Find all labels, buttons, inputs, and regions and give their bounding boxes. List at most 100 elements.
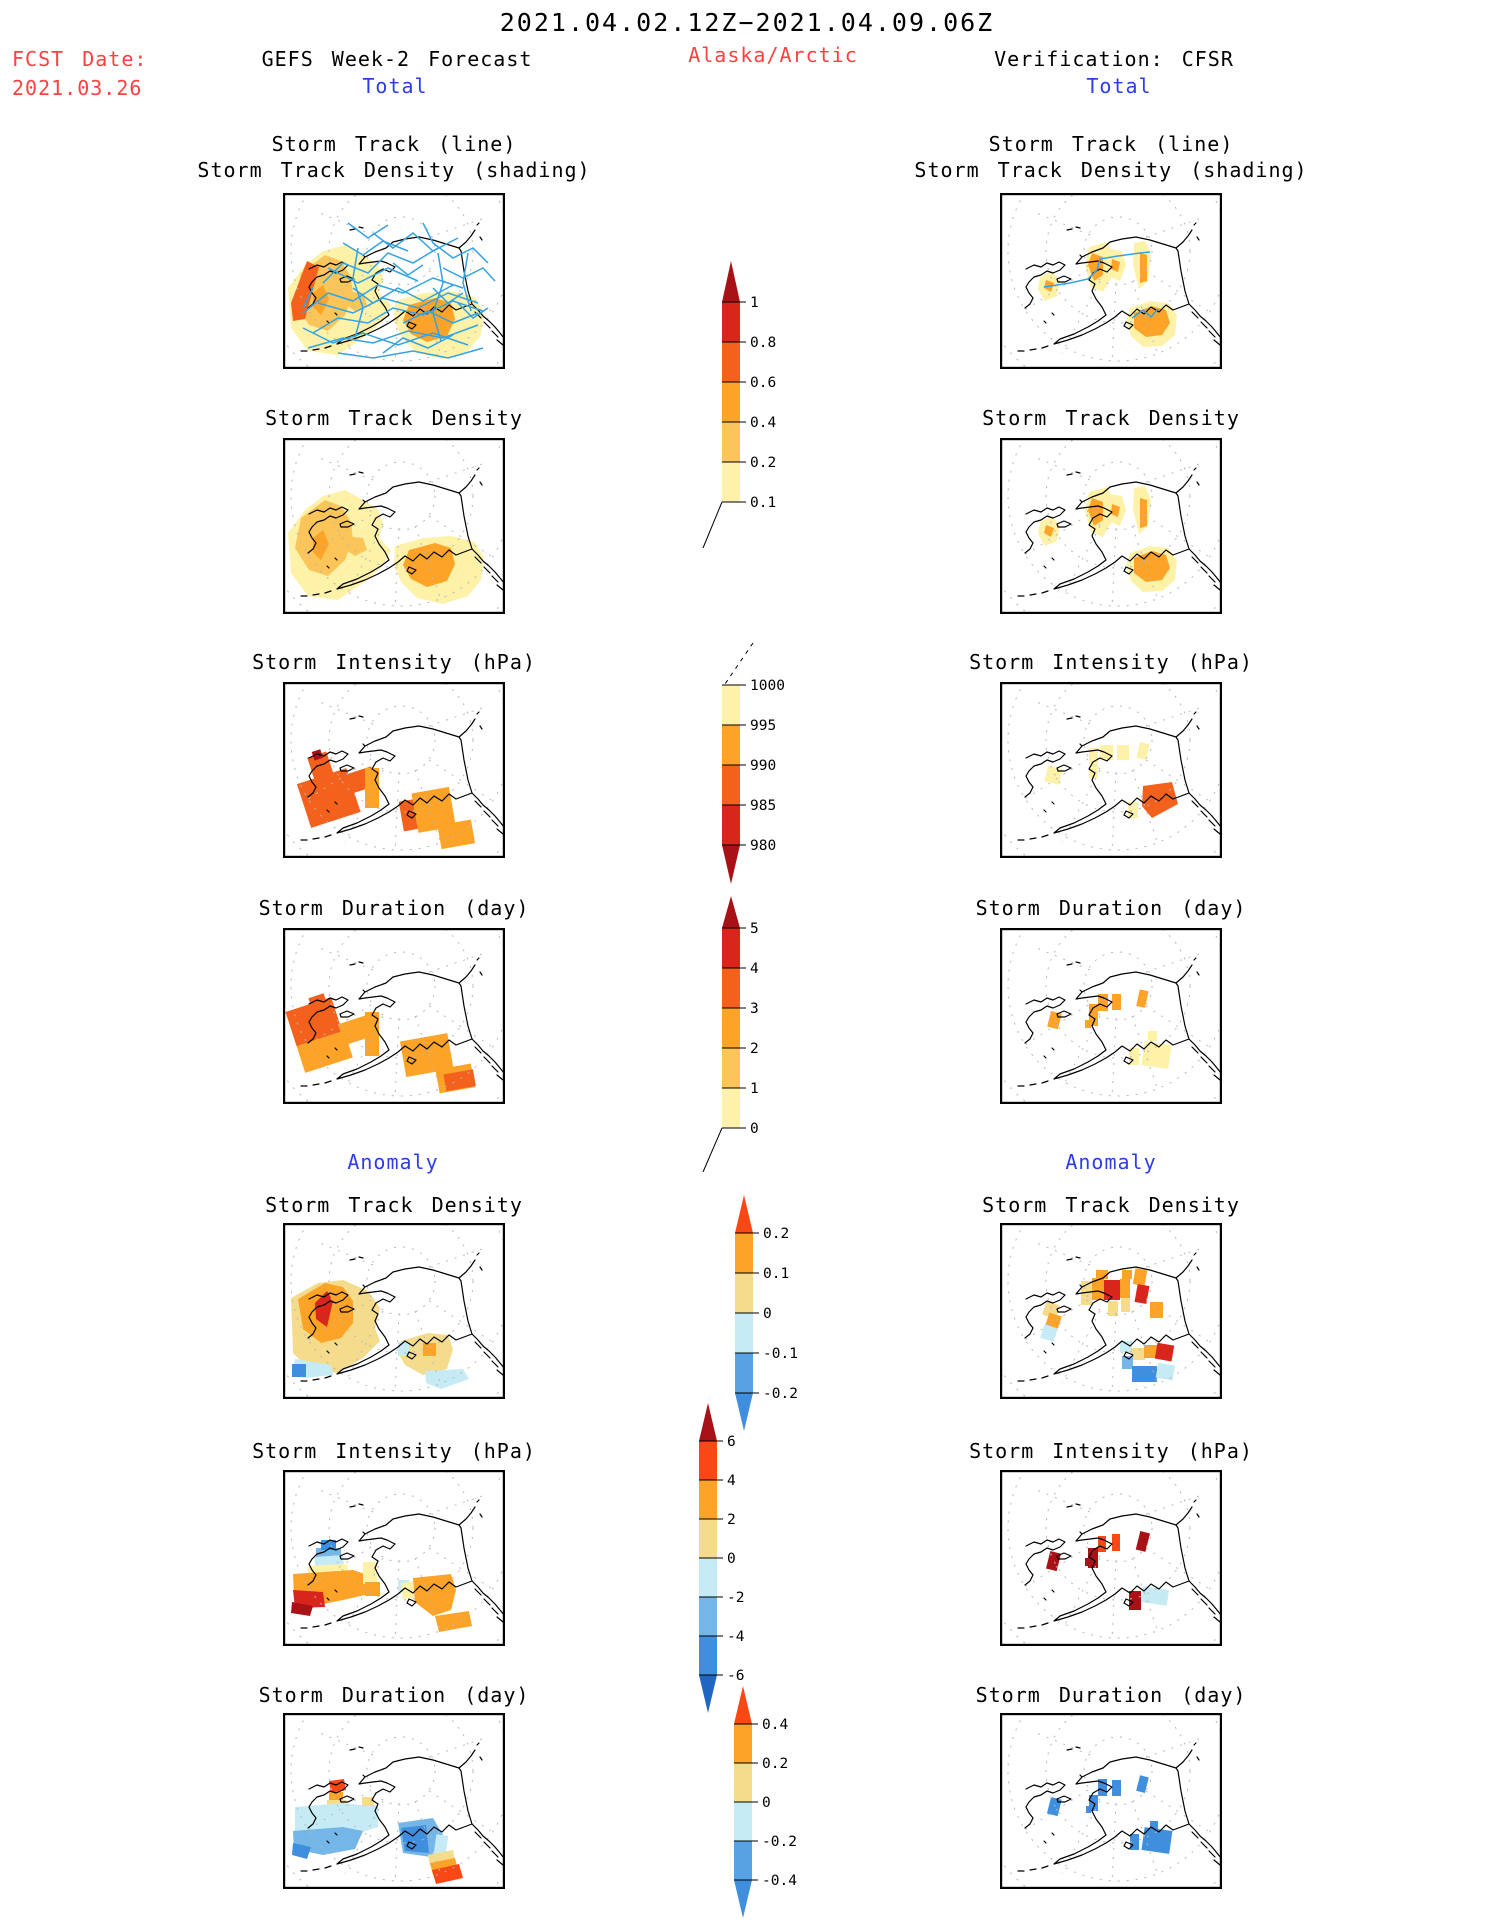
colorbar-segment	[722, 928, 740, 968]
svg-text:4: 4	[727, 1473, 736, 1489]
svg-text:-0.2: -0.2	[763, 1386, 798, 1402]
svg-text:0.2: 0.2	[750, 455, 776, 471]
colorbar-segment	[699, 1597, 717, 1636]
colorbar-segment	[722, 1088, 740, 1128]
colorbar-segment	[722, 685, 740, 725]
svg-text:0.6: 0.6	[750, 375, 776, 391]
svg-text:0: 0	[762, 1795, 771, 1811]
colorbar-top-arrow	[735, 1195, 753, 1233]
colorbar-segment	[734, 1841, 752, 1880]
fcst-anom-duration-map	[283, 1713, 505, 1889]
verif-intensity-map	[1000, 682, 1222, 858]
svg-text:1: 1	[750, 1081, 759, 1097]
fcst-track-map	[283, 193, 505, 369]
svg-text:990: 990	[750, 758, 776, 774]
svg-text:-0.4: -0.4	[762, 1873, 797, 1889]
colorbar-segment	[734, 1724, 752, 1763]
colorbar-ticks: 0.2 0.1 0 -0.1 -0.2	[763, 1226, 798, 1402]
verif-anom-intensity-map	[1000, 1470, 1222, 1646]
fcst-duration-map	[283, 928, 505, 1104]
panel-title-line1: Storm Track (line)	[271, 132, 517, 156]
colorbar-segment	[735, 1353, 753, 1393]
svg-text:995: 995	[750, 718, 776, 734]
svg-text:0.2: 0.2	[763, 1226, 789, 1242]
svg-text:0.2: 0.2	[762, 1756, 788, 1772]
svg-text:-0.1: -0.1	[763, 1346, 798, 1362]
colorbar-segment	[722, 462, 740, 502]
colorbar-segment	[735, 1273, 753, 1313]
colorbar-bottom-arrow	[722, 845, 740, 884]
fcst-intensity-map	[283, 682, 505, 858]
panel-title-line2: Storm Track Density (shading)	[197, 158, 591, 182]
svg-text:0: 0	[727, 1551, 736, 1567]
svg-text:0: 0	[750, 1121, 759, 1137]
svg-text:-0.2: -0.2	[762, 1834, 797, 1850]
panel-title: Storm Track Density	[265, 1193, 523, 1217]
colorbar-segment	[734, 1802, 752, 1841]
verif-anom-duration-map	[1000, 1713, 1222, 1889]
colorbar-segment	[699, 1519, 717, 1558]
panel-title: Storm Track (line) Storm Track Density (…	[197, 131, 590, 183]
svg-text:-2: -2	[727, 1590, 744, 1606]
colorbar-bottom-arrow	[734, 1880, 752, 1918]
colorbar-ticks: 1000 995 990 985 980	[750, 678, 785, 854]
svg-text:2: 2	[750, 1041, 759, 1057]
forecast-column-title: GEFS Week-2 Forecast	[261, 47, 533, 71]
svg-text:0.8: 0.8	[750, 335, 776, 351]
colorbar-segment	[699, 1441, 717, 1480]
panel-title-line1: Storm Track (line)	[988, 132, 1234, 156]
svg-text:-4: -4	[727, 1629, 745, 1645]
colorbar-segment	[722, 1048, 740, 1088]
svg-text:0.1: 0.1	[763, 1266, 789, 1282]
panel-title: Storm Track Density	[265, 406, 523, 430]
verif-track-map	[1000, 193, 1222, 369]
svg-text:2: 2	[727, 1512, 736, 1528]
colorbar-storm-duration: 5 4 3 2 1 0	[702, 896, 759, 1173]
verif-anom-track-density-map	[1000, 1223, 1222, 1399]
region-label: Alaska/Arctic	[688, 43, 858, 67]
colorbar-segment	[734, 1763, 752, 1802]
colorbar-segment	[722, 382, 740, 422]
colorbar-ticks: 1 0.8 0.6 0.4 0.2 0.1	[750, 295, 776, 511]
verification-section-anomaly: Anomaly	[1065, 1150, 1157, 1174]
fcst-anom-intensity-map	[283, 1470, 505, 1646]
panel-title: Storm Track Density	[982, 406, 1240, 430]
colorbar-top-arrow	[699, 1403, 717, 1441]
colorbar-segment	[699, 1636, 717, 1675]
svg-text:0.4: 0.4	[750, 415, 776, 431]
panel-title: Storm Intensity (hPa)	[252, 650, 536, 674]
svg-text:4: 4	[750, 961, 759, 977]
colorbar-segment	[722, 765, 740, 805]
panel-title: Storm Intensity (hPa)	[252, 1439, 536, 1463]
colorbar-segment	[735, 1233, 753, 1273]
svg-text:5: 5	[750, 921, 759, 937]
svg-text:1000: 1000	[750, 678, 785, 694]
svg-text:3: 3	[750, 1001, 759, 1017]
panel-title: Storm Duration (day)	[258, 1683, 530, 1707]
storm-tracks	[302, 222, 496, 359]
colorbar-tail	[702, 501, 723, 549]
colorbar-segment	[722, 725, 740, 765]
fcst-track-density-map	[283, 438, 505, 614]
panel-title-line2: Storm Track Density (shading)	[914, 158, 1308, 182]
colorbar-segment	[699, 1558, 717, 1597]
panel-title: Storm Intensity (hPa)	[969, 1439, 1253, 1463]
colorbar-segment	[699, 1480, 717, 1519]
colorbar-bottom-arrow	[735, 1393, 753, 1431]
panel-title: Storm Duration (day)	[258, 896, 530, 920]
colorbar-ticks: 5 4 3 2 1 0	[750, 921, 759, 1137]
svg-text:6: 6	[727, 1434, 736, 1450]
svg-text:0.4: 0.4	[762, 1717, 788, 1733]
fcst-anom-track-density-map	[283, 1223, 505, 1399]
panel-title: Storm Track (line) Storm Track Density (…	[914, 131, 1307, 183]
colorbar-top-arrow	[722, 261, 740, 302]
colorbar-segment	[722, 422, 740, 462]
storm-tracks	[1043, 251, 1159, 319]
colorbar-top-arrow	[722, 896, 740, 928]
svg-text:0.1: 0.1	[750, 495, 776, 511]
panel-title: Storm Duration (day)	[975, 1683, 1247, 1707]
colorbar-anom-track-density: 0.2 0.1 0 -0.1 -0.2	[735, 1195, 798, 1431]
colorbar-storm-track-density: 1 0.8 0.6 0.4 0.2 0.1	[702, 261, 776, 549]
forecast-section-total: Total	[362, 74, 428, 98]
